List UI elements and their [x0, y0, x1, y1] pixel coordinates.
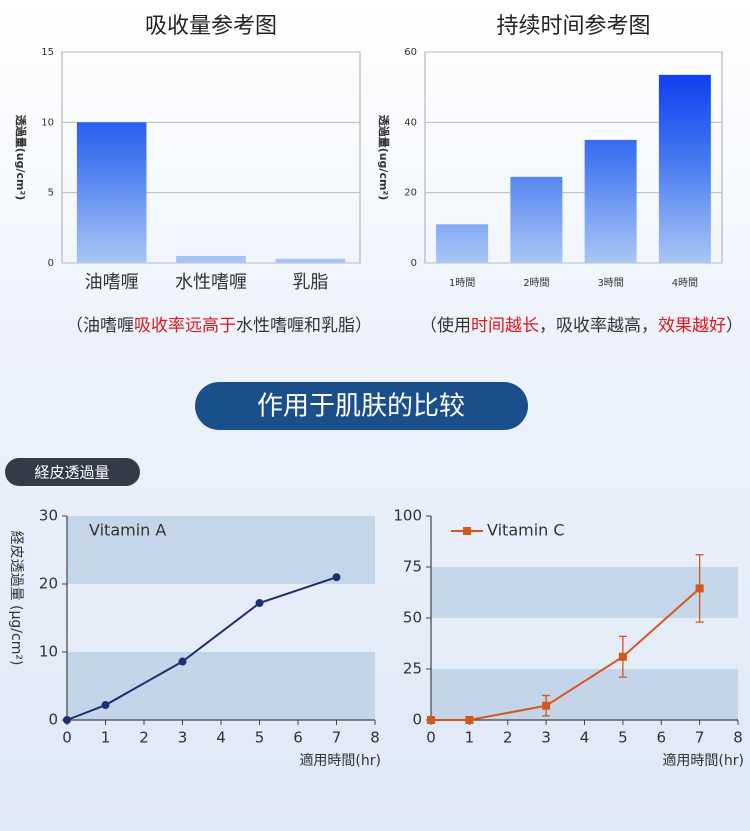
shaded-band [431, 669, 738, 720]
caption-part: ） [726, 316, 743, 336]
x-tick-label: 0 [62, 729, 72, 747]
point [542, 701, 551, 710]
y-axis-label: 経皮透過量 (μg/cm²) [8, 531, 24, 666]
x-tick-label: 3 [178, 729, 188, 747]
y-tick-label: 40 [404, 117, 417, 128]
point [695, 584, 704, 593]
bar [584, 139, 637, 263]
point [178, 657, 187, 666]
y-tick-label: 0 [48, 711, 58, 729]
bar [510, 176, 563, 263]
y-tick-label: 20 [404, 188, 417, 199]
legend-label: Vitamin C [487, 521, 565, 540]
x-tick-label: 7 [695, 729, 705, 747]
caption-part: 水性嗜喱和乳脂） [236, 316, 372, 336]
y-tick-label: 20 [39, 575, 58, 593]
section-title: 作用于肌肤的比较 [257, 392, 465, 422]
x-tick-label: 5 [255, 729, 265, 747]
point [618, 652, 627, 661]
x-tick-label: 6 [656, 729, 666, 747]
y-tick-label: 75 [403, 558, 422, 576]
x-tick-label: 2 [503, 729, 513, 747]
x-tick-label: 5 [618, 729, 628, 747]
x-tick-label: 1時間 [449, 277, 475, 289]
y-axis-label: 透過量(ug/cm²) [377, 115, 391, 201]
chart-title: 吸收量参考图 [145, 14, 277, 39]
x-tick-label: 8 [733, 729, 743, 747]
x-tick-label: 2時間 [523, 277, 549, 289]
shaded-band [67, 652, 375, 720]
caption-part: 效果越好 [658, 316, 726, 336]
y-tick-label: 60 [404, 47, 417, 58]
bar [76, 122, 147, 263]
point [255, 599, 264, 608]
point [465, 716, 474, 724]
x-tick-label: 6 [293, 729, 303, 747]
y-axis-label: 透過量(ug/cm²) [14, 115, 28, 201]
caption-part: （油嗜喱 [66, 316, 134, 336]
y-tick-label: 100 [393, 507, 422, 525]
y-tick-label: 15 [41, 47, 54, 58]
bar [658, 74, 711, 263]
x-tick-label: 8 [370, 729, 380, 747]
y-tick-label: 30 [39, 507, 58, 525]
caption-part: （使用 [420, 315, 471, 336]
y-tick-label: 10 [39, 643, 58, 661]
y-tick-label: 0 [48, 258, 54, 269]
bar [275, 258, 346, 263]
x-tick-label: 0 [426, 729, 436, 747]
x-tick-label: 4時間 [672, 277, 698, 289]
section-tag-text: 経皮透過量 [34, 464, 109, 482]
bar [176, 255, 246, 263]
shaded-band [431, 567, 738, 618]
y-tick-label: 5 [48, 188, 54, 199]
legend-label: Vitamin A [89, 521, 166, 540]
legend-marker [463, 527, 471, 535]
bar [436, 224, 489, 263]
x-tick-label: 3 [541, 729, 551, 747]
x-axis-label: 適用時間(hr) [662, 752, 744, 769]
caption: （使用时间越长，吸收率越高，效果越好） [420, 315, 743, 336]
x-tick-label: 1 [465, 729, 475, 747]
x-tick-label: 水性嗜喱 [175, 272, 247, 293]
y-tick-label: 0 [411, 258, 417, 269]
x-tick-label: 4 [580, 729, 590, 747]
x-tick-label: 4 [216, 729, 226, 747]
shaded-band [67, 516, 375, 584]
caption-part: ，吸收率越高， [539, 316, 658, 336]
x-tick-label: 1 [101, 729, 111, 747]
point [427, 716, 435, 724]
caption-part: 时间越长 [471, 316, 539, 336]
chart-title: 持续时间参考图 [496, 14, 650, 39]
x-tick-label: 2 [139, 729, 149, 747]
y-tick-label: 25 [403, 660, 422, 678]
x-tick-label: 3時間 [597, 277, 623, 289]
y-tick-label: 0 [412, 711, 422, 729]
caption-part: 吸收率远高于 [134, 316, 236, 336]
y-tick-label: 50 [403, 609, 422, 627]
x-tick-label: 7 [332, 729, 342, 747]
caption: （油嗜喱吸收率远高于水性嗜喱和乳脂） [66, 316, 372, 336]
x-tick-label: 油嗜喱 [85, 272, 139, 293]
x-axis-label: 適用時間(hr) [299, 752, 381, 769]
y-tick-label: 10 [41, 117, 54, 128]
point [101, 701, 110, 710]
point [332, 573, 341, 582]
point [63, 716, 71, 724]
section-tag [5, 458, 140, 486]
x-tick-label: 乳脂 [292, 272, 328, 293]
section-banner [195, 382, 528, 430]
